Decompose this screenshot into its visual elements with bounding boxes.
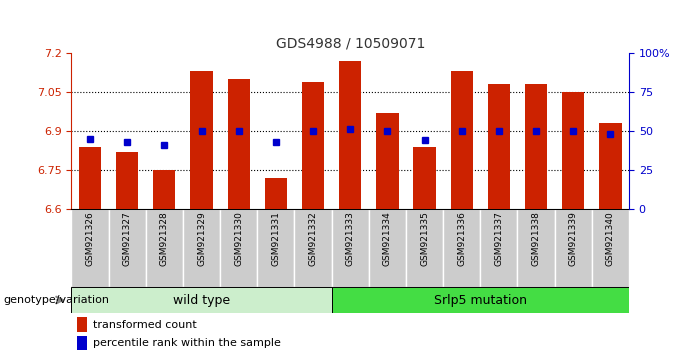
- Text: wild type: wild type: [173, 293, 230, 307]
- Text: GSM921336: GSM921336: [457, 211, 466, 266]
- Bar: [376, 113, 398, 209]
- Text: transformed count: transformed count: [92, 320, 197, 330]
- Bar: [77, 336, 87, 350]
- Text: GSM921337: GSM921337: [494, 211, 503, 266]
- Text: GSM921333: GSM921333: [345, 211, 355, 266]
- Text: GSM921339: GSM921339: [568, 211, 578, 266]
- Bar: [517, 209, 555, 287]
- Bar: [332, 287, 629, 313]
- Bar: [190, 71, 213, 209]
- Bar: [228, 79, 250, 209]
- Bar: [153, 170, 175, 209]
- Bar: [451, 71, 473, 209]
- Bar: [339, 61, 361, 209]
- Bar: [413, 147, 436, 209]
- Bar: [294, 209, 332, 287]
- Title: GDS4988 / 10509071: GDS4988 / 10509071: [275, 36, 425, 51]
- Bar: [77, 317, 87, 332]
- Bar: [592, 209, 629, 287]
- Bar: [599, 123, 622, 209]
- Text: GSM921338: GSM921338: [532, 211, 541, 266]
- Bar: [265, 178, 287, 209]
- Bar: [109, 209, 146, 287]
- Text: GSM921335: GSM921335: [420, 211, 429, 266]
- Bar: [562, 92, 584, 209]
- Bar: [332, 209, 369, 287]
- Text: GSM921329: GSM921329: [197, 211, 206, 266]
- Text: GSM921328: GSM921328: [160, 211, 169, 266]
- Bar: [79, 147, 101, 209]
- Bar: [480, 209, 517, 287]
- Bar: [146, 209, 183, 287]
- Bar: [183, 209, 220, 287]
- Bar: [220, 209, 257, 287]
- Text: GSM921340: GSM921340: [606, 211, 615, 266]
- Bar: [406, 209, 443, 287]
- Bar: [443, 209, 480, 287]
- Text: GSM921332: GSM921332: [309, 211, 318, 266]
- Text: GSM921326: GSM921326: [86, 211, 95, 266]
- Bar: [488, 84, 510, 209]
- Bar: [302, 82, 324, 209]
- Text: GSM921331: GSM921331: [271, 211, 280, 266]
- Bar: [71, 287, 332, 313]
- Bar: [525, 84, 547, 209]
- Bar: [555, 209, 592, 287]
- Bar: [369, 209, 406, 287]
- Text: percentile rank within the sample: percentile rank within the sample: [92, 338, 280, 348]
- Text: GSM921334: GSM921334: [383, 211, 392, 266]
- Text: GSM921330: GSM921330: [234, 211, 243, 266]
- Bar: [116, 152, 138, 209]
- Bar: [257, 209, 294, 287]
- Text: genotype/variation: genotype/variation: [3, 295, 109, 305]
- Text: GSM921327: GSM921327: [122, 211, 132, 266]
- Text: Srlp5 mutation: Srlp5 mutation: [434, 293, 527, 307]
- Bar: [71, 209, 109, 287]
